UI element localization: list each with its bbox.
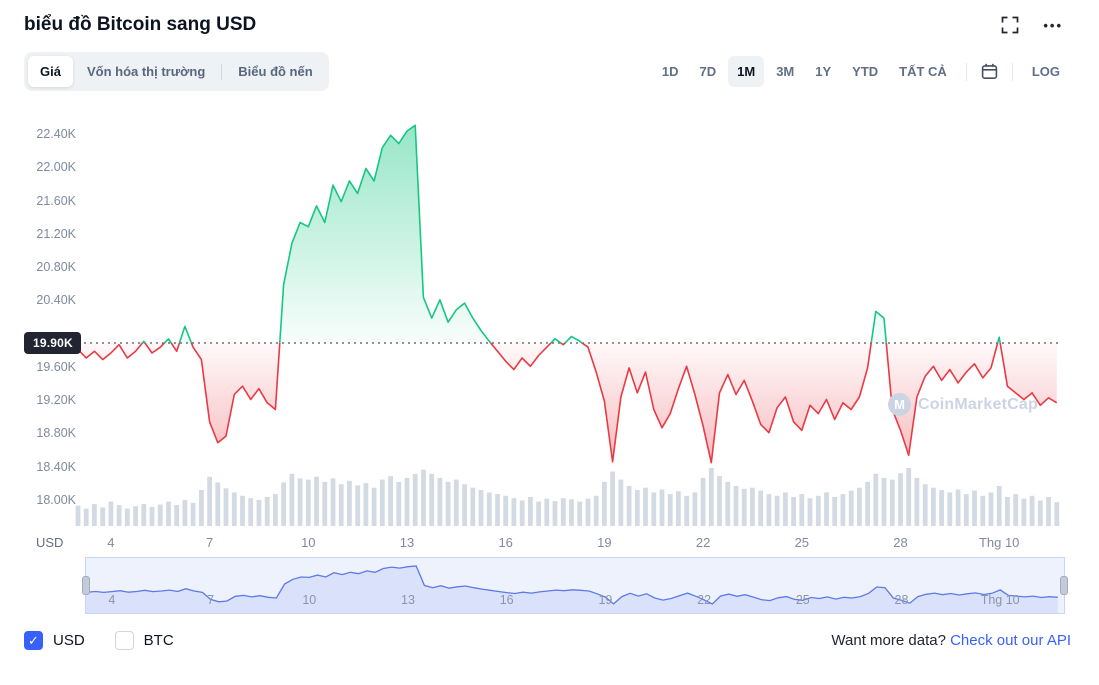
range-divider bbox=[965, 62, 967, 81]
check-icon: ✓ bbox=[28, 633, 39, 648]
x-axis-label: 19 bbox=[597, 535, 612, 550]
calendar-icon bbox=[981, 63, 998, 80]
x-axis-label: 10 bbox=[301, 535, 316, 550]
watermark-text: CoinMarketCap bbox=[918, 395, 1038, 413]
fullscreen-icon[interactable] bbox=[1001, 16, 1019, 34]
btc-checkbox-label: BTC bbox=[143, 632, 174, 649]
calendar-button[interactable] bbox=[977, 57, 1002, 86]
y-axis-label: 22.00K bbox=[36, 160, 76, 175]
navigator-axis-label: 19 bbox=[598, 593, 613, 607]
y-axis-label: 18.40K bbox=[36, 459, 76, 474]
usd-checkbox-box: ✓ bbox=[24, 631, 43, 650]
range-divider bbox=[1011, 62, 1013, 81]
range-3m[interactable]: 3M bbox=[767, 56, 803, 87]
btc-checkbox-box: ✓ bbox=[114, 631, 134, 650]
navigator-canvas[interactable] bbox=[86, 558, 1064, 613]
navigator-axis-label: 10 bbox=[302, 593, 317, 607]
baseline-price-badge: 19.90K bbox=[24, 332, 81, 354]
navigator-right-handle[interactable] bbox=[1060, 576, 1068, 595]
x-axis-label: 7 bbox=[205, 535, 214, 550]
price-chart-canvas[interactable] bbox=[0, 105, 1099, 557]
price-chart[interactable]: 19.90K USD M CoinMarketCap 22.40K 22.00K 2… bbox=[0, 105, 1099, 557]
promo-text: Want more data? bbox=[831, 632, 946, 649]
y-axis-label: 20.80K bbox=[36, 260, 76, 275]
x-axis-label: 28 bbox=[893, 535, 908, 550]
coinmarketcap-logo-icon: M bbox=[888, 393, 911, 416]
x-axis-label: 16 bbox=[498, 535, 513, 550]
range-1y[interactable]: 1Y bbox=[806, 56, 840, 87]
navigator-axis-label: 25 bbox=[795, 593, 810, 607]
chart-toolbar: Giá Vốn hóa thị trường Biểu đồ nến 1D 7D… bbox=[0, 52, 1099, 91]
x-axis-unit: USD bbox=[36, 535, 64, 550]
tab-candlestick[interactable]: Biểu đồ nến bbox=[226, 56, 324, 87]
navigator-left-handle[interactable] bbox=[82, 576, 90, 595]
x-axis-label: 22 bbox=[695, 535, 711, 550]
navigator-axis-label: 7 bbox=[207, 593, 215, 607]
btc-checkbox[interactable]: ✓ BTC bbox=[114, 631, 174, 650]
tab-divider bbox=[221, 63, 223, 80]
chart-footer: ✓ USD ✓ BTC Want more data? Check out ou… bbox=[0, 614, 1099, 650]
y-axis-label: 21.20K bbox=[36, 226, 76, 241]
navigator-axis-label: 16 bbox=[499, 593, 514, 607]
api-link[interactable]: Check out our API bbox=[950, 632, 1071, 649]
y-axis-label: 22.40K bbox=[36, 127, 76, 142]
chart-navigator[interactable]: 4 7 10 13 16 19 22 25 28 Thg 10 bbox=[82, 557, 1068, 614]
currency-toggles: ✓ USD ✓ BTC bbox=[24, 631, 174, 650]
y-axis-label: 21.60K bbox=[36, 193, 76, 208]
navigator-axis-label: Thg 10 bbox=[980, 593, 1020, 607]
x-axis-label: Thg 10 bbox=[978, 535, 1020, 550]
range-1m[interactable]: 1M bbox=[728, 56, 765, 87]
api-promo: Want more data? Check out our API bbox=[831, 632, 1071, 649]
range-ytd[interactable]: YTD bbox=[843, 56, 887, 87]
chart-type-tabs: Giá Vốn hóa thị trường Biểu đồ nến bbox=[24, 52, 329, 91]
chart-header: biểu đồ Bitcoin sang USD ••• bbox=[0, 0, 1099, 46]
coinmarketcap-chart-widget: biểu đồ Bitcoin sang USD ••• Giá Vốn hóa… bbox=[0, 0, 1099, 650]
x-axis-label: 4 bbox=[107, 535, 115, 550]
range-all[interactable]: TẤT CẢ bbox=[890, 56, 956, 87]
navigator-axis-label: 28 bbox=[894, 593, 909, 607]
more-options-icon[interactable]: ••• bbox=[1043, 17, 1063, 33]
page-title: biểu đồ Bitcoin sang USD bbox=[24, 14, 257, 35]
x-axis-label: 13 bbox=[399, 535, 415, 550]
navigator-axis-label: 13 bbox=[401, 593, 415, 607]
range-7d[interactable]: 7D bbox=[691, 56, 726, 87]
log-scale-button[interactable]: LOG bbox=[1023, 56, 1069, 87]
range-1d[interactable]: 1D bbox=[653, 56, 688, 87]
tab-market-cap[interactable]: Vốn hóa thị trường bbox=[75, 56, 217, 87]
y-axis-label: 19.60K bbox=[36, 359, 76, 374]
time-range-buttons: 1D 7D 1M 3M 1Y YTD TẤT CẢ LOG bbox=[653, 56, 1069, 87]
navigator-axis-label: 4 bbox=[108, 593, 116, 607]
usd-checkbox[interactable]: ✓ USD bbox=[24, 631, 85, 650]
y-axis-label: 18.00K bbox=[36, 492, 76, 507]
x-axis-label: 25 bbox=[794, 535, 810, 550]
tab-price[interactable]: Giá bbox=[28, 56, 73, 87]
y-axis-label: 20.40K bbox=[36, 293, 76, 308]
navigator-axis-label: 22 bbox=[697, 593, 712, 607]
y-axis-label: 18.80K bbox=[36, 426, 76, 441]
watermark: M CoinMarketCap bbox=[888, 393, 1038, 416]
y-axis-label: 19.20K bbox=[36, 393, 76, 408]
usd-checkbox-label: USD bbox=[53, 632, 85, 649]
